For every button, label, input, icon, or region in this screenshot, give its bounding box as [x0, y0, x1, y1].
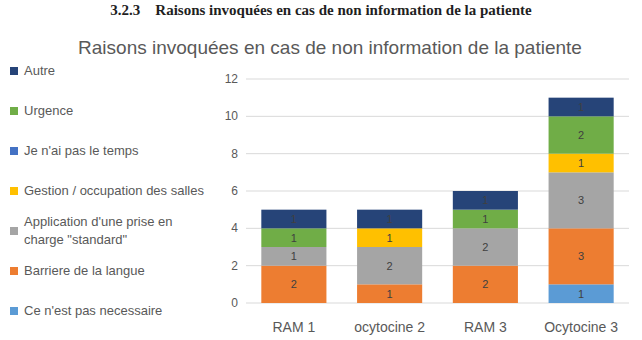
legend-label: Barriere de la langue: [24, 262, 204, 280]
bar-segment: [549, 154, 614, 173]
data-label: 2: [291, 278, 297, 290]
legend-entry: Application d'une prise en charge "stand…: [10, 213, 204, 249]
legend-entry: Ce n'est pas necessaire: [10, 302, 204, 320]
data-label: 2: [482, 278, 488, 290]
legend-label: Autre: [24, 62, 204, 80]
data-label: 1: [291, 250, 297, 262]
bar-segment: [357, 247, 422, 284]
legend-swatch: [10, 307, 18, 315]
grid-line: [246, 79, 629, 80]
x-tick-label: ocytocine 2: [354, 319, 425, 335]
bar-segment: [261, 247, 326, 266]
legend-entry: Autre: [10, 62, 204, 80]
bar-segment: [453, 210, 518, 229]
legend-entry: Je n'ai pas le temps: [10, 142, 204, 160]
data-label: 1: [387, 288, 393, 300]
data-label: 2: [482, 241, 488, 253]
data-label: 3: [578, 250, 584, 262]
legend-entry: Barriere de la langue: [10, 262, 204, 280]
legend-label: Urgence: [24, 102, 204, 120]
bar-segment: [549, 116, 614, 153]
data-label: 3: [578, 194, 584, 206]
legend-swatch: [10, 67, 18, 75]
x-tick-label: RAM 3: [464, 319, 507, 335]
chart: Raisons invoquées en cas de non informat…: [0, 0, 642, 340]
data-label: 2: [387, 260, 393, 272]
bar-segment: [261, 266, 326, 303]
chart-title: Raisons invoquées en cas de non informat…: [78, 37, 582, 58]
legend-swatch: [10, 147, 18, 155]
legend-swatch: [10, 107, 18, 115]
legend-entry: Gestion / occupation des salles: [10, 182, 204, 200]
data-label: 1: [387, 232, 393, 244]
y-tick-label: 6: [231, 184, 238, 198]
bar-segment: [261, 228, 326, 247]
data-label: 1: [387, 213, 393, 225]
heading: 3.2.3 Raisons invoquées en cas de non in…: [0, 2, 642, 19]
bar-segment: [453, 228, 518, 265]
legend-entry: Urgence: [10, 102, 204, 120]
data-label: 1: [291, 213, 297, 225]
data-label: 2: [578, 129, 584, 141]
data-labels: 1 2 1 2 3 1 2 2 3 1 1 1 1 2 1 1 1 1: [291, 101, 584, 300]
legend-label: Application d'une prise en charge "stand…: [24, 213, 204, 249]
bar-segment: [357, 210, 422, 229]
data-label: 1: [482, 194, 488, 206]
legend-swatch: [10, 267, 18, 275]
legend-label: Gestion / occupation des salles: [24, 182, 204, 200]
y-tick-label: 4: [231, 221, 238, 235]
data-label: 1: [578, 101, 584, 113]
legend-label: Ce n'est pas necessaire: [24, 302, 204, 320]
bar-segment: [549, 228, 614, 284]
legend-label: Je n'ai pas le temps: [24, 142, 204, 160]
bar-segment: [453, 191, 518, 210]
y-tick-label: 12: [225, 72, 239, 86]
y-tick-label: 2: [231, 259, 238, 273]
x-tick-label: RAM 1: [272, 319, 315, 335]
bar-segment: [261, 210, 326, 229]
bar-segment: [549, 284, 614, 303]
bar-segment: [357, 228, 422, 247]
bar-segment: [453, 266, 518, 303]
bar-segment: [549, 172, 614, 228]
bar-segment: [549, 98, 614, 117]
data-label: 1: [291, 232, 297, 244]
y-tick-label: 10: [225, 109, 239, 123]
data-label: 1: [482, 213, 488, 225]
x-tick-label: Ocytocine 3: [544, 319, 618, 335]
legend-swatch: [10, 187, 18, 195]
data-label: 1: [578, 288, 584, 300]
bar-segment: [357, 284, 422, 303]
bars: [261, 98, 613, 303]
data-label: 1: [578, 157, 584, 169]
y-tick-label: 0: [231, 296, 238, 310]
y-tick-label: 8: [231, 147, 238, 161]
legend-swatch: [10, 227, 18, 235]
